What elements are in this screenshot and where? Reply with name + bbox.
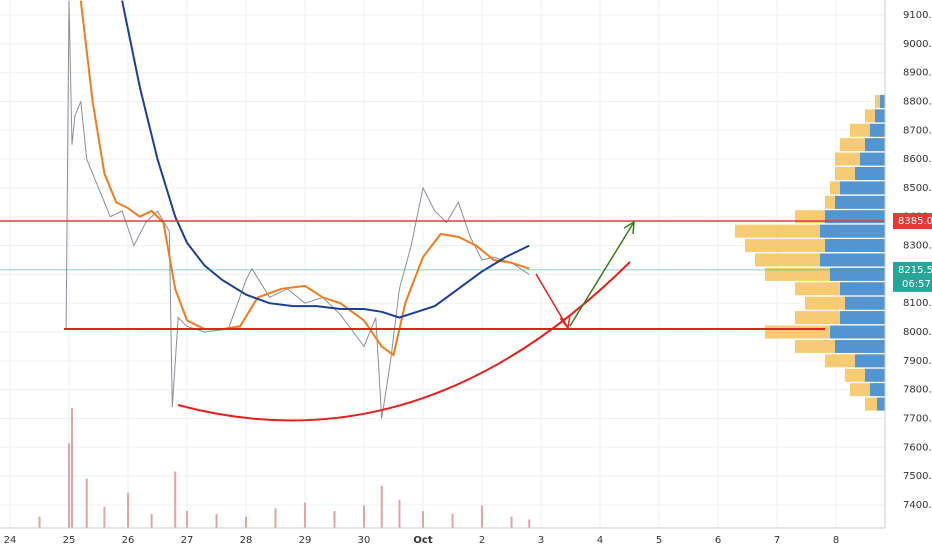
volume-bar (451, 513, 454, 528)
volume-bar (274, 508, 277, 528)
profile-inner (880, 94, 885, 108)
y-tick-label: 8800.0 (903, 96, 932, 107)
volume-bar (70, 408, 73, 528)
price-label: 8385.0 (898, 216, 932, 227)
volume-bar (510, 516, 513, 528)
y-tick-label: 8000.0 (903, 327, 932, 338)
volume-bar (245, 516, 248, 528)
y-tick-label: 8700.0 (903, 125, 932, 136)
profile-inner (870, 123, 885, 137)
profile-inner (835, 195, 885, 209)
profile-inner (855, 167, 885, 181)
y-tick-label: 7600.0 (903, 442, 932, 453)
volume-bar (38, 516, 41, 528)
x-tick-label: 28 (240, 535, 253, 546)
x-tick-label: 27 (181, 535, 194, 546)
volume-bar (333, 511, 336, 528)
profile-inner (865, 138, 885, 152)
y-tick-label: 7700.0 (903, 413, 932, 424)
volume-bar (103, 506, 106, 528)
y-tick-label: 8500.0 (903, 183, 932, 194)
x-tick-label: 5 (656, 535, 662, 546)
volume-bar (304, 502, 307, 528)
profile-inner (825, 210, 885, 224)
volume-bar (380, 485, 383, 528)
profile-inner (830, 325, 885, 339)
price-line (79, 0, 530, 357)
price-label: 8215.5 (898, 265, 932, 276)
grid (0, 0, 885, 528)
up-arrow (569, 221, 635, 327)
volume-bar (186, 511, 189, 528)
profile-inner (875, 109, 885, 123)
x-tick-label: 29 (299, 535, 312, 546)
x-tick-label: 30 (358, 535, 371, 546)
y-tick-label: 8300.0 (903, 241, 932, 252)
arrow-head (559, 314, 571, 330)
price-label-box (893, 213, 932, 230)
y-tick-label: 8900.0 (903, 68, 932, 79)
x-tick-label: 6 (715, 535, 721, 546)
profile-inner (865, 368, 885, 382)
volume-bar (398, 499, 401, 528)
arrow-head (623, 220, 635, 235)
x-tick-label: 8 (833, 535, 839, 546)
profile-inner (855, 354, 885, 368)
profile-inner (845, 296, 885, 310)
volume-bar (363, 505, 366, 528)
y-tick-label: 9000.0 (903, 39, 932, 50)
volume-bar (127, 492, 130, 528)
y-tick-label: 8100.0 (903, 298, 932, 309)
y-tick-label: 7900.0 (903, 356, 932, 367)
price-line (65, 0, 530, 419)
profile-inner (877, 397, 885, 411)
profile-inner (840, 181, 885, 195)
y-tick-label: 7500.0 (903, 471, 932, 482)
y-tick-label: 8600.0 (903, 154, 932, 165)
axis-labels: 7400.0 7500.0 7600.0 7700.0 7800.0 7900.0 8000… (4, 10, 932, 546)
y-tick-label: 9100.0 (903, 10, 932, 21)
x-tick-label: 4 (597, 535, 603, 546)
x-tick-label: 26 (122, 535, 135, 546)
profile-inner (820, 253, 885, 267)
volume-bar (528, 519, 531, 528)
y-tick-label: 7800.0 (903, 385, 932, 396)
price-label-box (893, 261, 932, 292)
volume-bar (150, 513, 153, 528)
down-arrow (535, 273, 569, 329)
x-tick-label: 3 (538, 535, 544, 546)
profile-inner (840, 311, 885, 325)
arc-drawing (177, 261, 631, 422)
volume-bar (174, 471, 177, 528)
volume-bar (215, 513, 218, 528)
x-tick-label: 25 (63, 535, 76, 546)
profile-inner (830, 267, 885, 281)
marks (0, 0, 885, 528)
profile-inner (870, 383, 885, 397)
x-tick-label: 24 (4, 535, 17, 546)
profile-inner (820, 224, 885, 238)
volume-bar (481, 505, 484, 528)
volume-bar (85, 478, 88, 528)
volume-bar (422, 511, 425, 528)
x-tick-label: 2 (479, 535, 485, 546)
y-tick-label: 7400.0 (903, 500, 932, 511)
profile-inner (835, 339, 885, 353)
volume-bar (68, 443, 71, 528)
x-tick-label: 7 (774, 535, 780, 546)
x-tick-label: Oct (413, 535, 432, 546)
profile-inner (860, 152, 885, 166)
price-line (121, 0, 530, 319)
profile-inner (825, 239, 885, 253)
countdown: 06:57 (902, 279, 931, 290)
profile-inner (840, 282, 885, 296)
